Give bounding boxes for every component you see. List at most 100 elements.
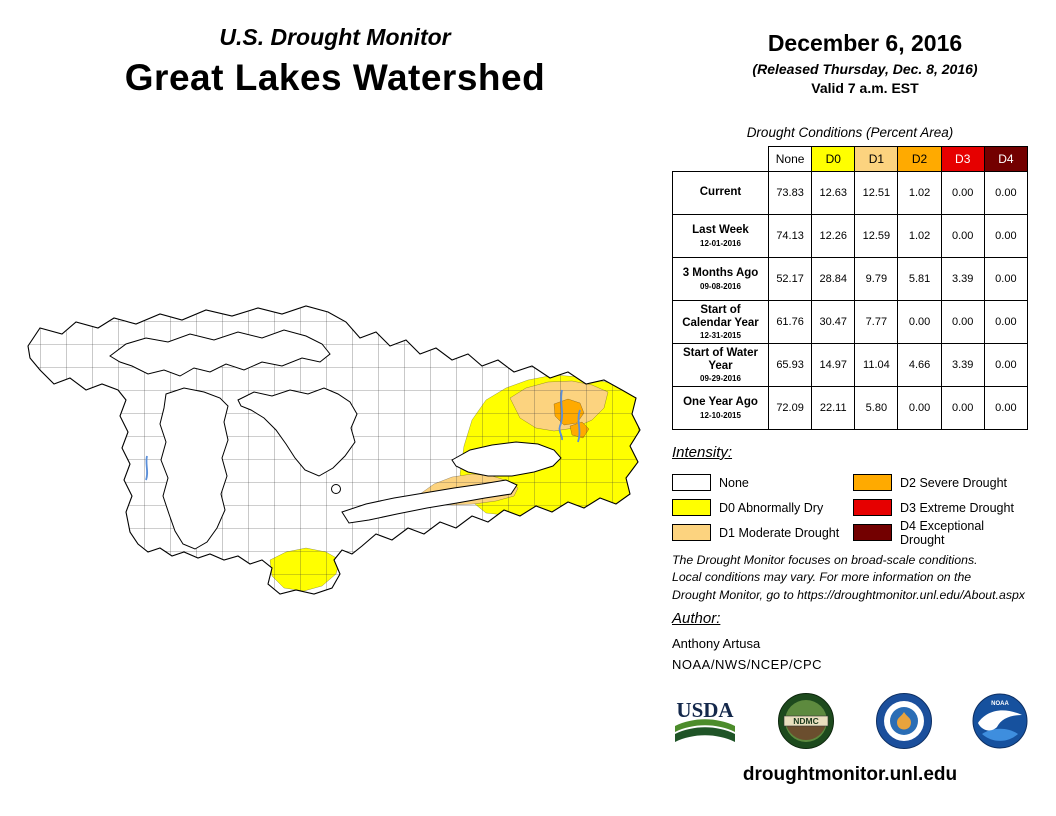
ndmc-earth-icon (786, 724, 827, 740)
cell-value: 1.02 (897, 171, 942, 215)
usda-swoosh-icon (675, 719, 735, 732)
row-label-start-calendar-year: Start of Calendar Year 12-31-2015 (672, 300, 769, 344)
cell-value: 5.81 (897, 257, 942, 301)
watershed-boundary (27, 305, 641, 595)
column-header-d3: D3 (940, 146, 985, 172)
usda-logo: USDA (675, 698, 735, 742)
intensity-legend: Intensity: None D0 Abnormally Dry D1 Mod… (672, 444, 1032, 547)
lake-michigan (159, 387, 229, 550)
cell-value: 73.83 (767, 171, 813, 215)
cell-value: 72.09 (767, 386, 813, 430)
cell-value: 28.84 (811, 257, 856, 301)
map-container (14, 298, 654, 613)
cell-value: 4.66 (897, 343, 942, 387)
lake-huron (237, 387, 358, 477)
legend-swatch-none (672, 474, 711, 491)
cell-value: 30.47 (811, 300, 856, 344)
legend-swatch-d2 (853, 474, 892, 491)
cell-value: 12.26 (811, 214, 856, 258)
report-date: December 6, 2016 (767, 30, 963, 56)
drought-conditions-table: None D0 D1 D2 D3 D4 Current 73.83 12.63 … (672, 146, 1029, 430)
svg-text:NOAA: NOAA (991, 701, 1009, 707)
table-row: Start of Water Year 09-29-2016 65.93 14.… (672, 343, 1029, 387)
legend-item-d4: D4 Exceptional Drought (853, 519, 1029, 547)
row-label-one-year-ago: One Year Ago 12-10-2015 (672, 386, 769, 430)
disclaimer-line: The Drought Monitor focuses on broad-sca… (672, 553, 978, 567)
lake-st-clair (331, 484, 341, 494)
table-row: 3 Months Ago 09-08-2016 52.17 28.84 9.79… (672, 257, 1029, 301)
cell-value: 0.00 (983, 171, 1029, 215)
cell-value: 0.00 (940, 386, 985, 430)
table-row: One Year Ago 12-10-2015 72.09 22.11 5.80… (672, 386, 1029, 430)
cell-value: 1.02 (897, 214, 942, 258)
noaa-gull-icon (977, 710, 1022, 731)
cell-value: 0.00 (983, 386, 1029, 430)
cell-value: 11.04 (854, 343, 899, 387)
date-block: December 6, 2016 (Released Thursday, Dec… (695, 30, 1035, 96)
author-organization: NOAA/NWS/NCEP/CPC (672, 657, 823, 672)
table-header-row: None D0 D1 D2 D3 D4 (672, 146, 1029, 172)
cell-value: 0.00 (983, 257, 1029, 301)
cell-value: 0.00 (897, 386, 942, 430)
table-row: Start of Calendar Year 12-31-2015 61.76 … (672, 300, 1029, 344)
cell-value: 12.59 (854, 214, 899, 258)
lake-superior (109, 329, 331, 377)
disclaimer-line: Drought Monitor, go to https://droughtmo… (672, 587, 1025, 602)
lake-erie (341, 479, 518, 524)
row-label-last-week: Last Week 12-01-2016 (672, 214, 769, 258)
cell-value: 3.39 (940, 257, 985, 301)
legend-item-d3: D3 Extreme Drought (853, 495, 1029, 520)
great-lakes-watershed-map (27, 305, 641, 595)
legend-title: Intensity: (672, 444, 733, 461)
legend-item-d2: D2 Severe Drought (853, 470, 1029, 495)
column-header-none: None (767, 146, 813, 172)
legend-swatch-d1 (672, 524, 711, 541)
column-header-d4: D4 (983, 146, 1029, 172)
svg-text:NDMC: NDMC (794, 716, 820, 726)
cell-value: 0.00 (983, 300, 1029, 344)
svg-text:USDA: USDA (676, 698, 734, 722)
legend-grid: None D0 Abnormally Dry D1 Moderate Droug… (672, 470, 1032, 547)
cell-value: 0.00 (983, 343, 1029, 387)
cell-value: 52.17 (767, 257, 813, 301)
title-block: U.S. Drought Monitor Great Lakes Watersh… (40, 24, 630, 99)
legend-swatch-d3 (853, 499, 892, 516)
column-header-d0: D0 (811, 146, 856, 172)
cell-value: 7.77 (854, 300, 899, 344)
cell-value: 0.00 (940, 171, 985, 215)
commerce-seal-logo (875, 693, 932, 749)
cell-value: 14.97 (811, 343, 856, 387)
ndmc-logo: NDMC (778, 693, 835, 749)
agency-logos: USDA NDMC NOAA (672, 692, 1028, 750)
page-title: Great Lakes Watershed (124, 57, 546, 98)
river-lines (145, 389, 581, 481)
table-corner-cell (672, 146, 769, 172)
cell-value: 74.13 (767, 214, 813, 258)
cell-value: 61.76 (767, 300, 813, 344)
usda-swoosh-icon (675, 727, 735, 742)
report-kicker: U.S. Drought Monitor (219, 24, 451, 50)
site-url: droughtmonitor.unl.edu (742, 764, 958, 785)
disclaimer-text: The Drought Monitor focuses on broad-sca… (672, 552, 1025, 604)
cell-value: 9.79 (854, 257, 899, 301)
row-label-3-months-ago: 3 Months Ago 09-08-2016 (672, 257, 769, 301)
author-block: Author: Anthony Artusa NOAA/NWS/NCEP/CPC (672, 610, 822, 672)
author-name: Anthony Artusa (672, 636, 761, 651)
cell-value: 12.63 (811, 171, 856, 215)
cell-value: 0.00 (940, 300, 985, 344)
cell-value: 65.93 (767, 343, 813, 387)
legend-item-d1: D1 Moderate Drought (672, 520, 853, 545)
cell-value: 0.00 (940, 214, 985, 258)
noaa-logo: NOAA (972, 693, 1028, 749)
row-label-current: Current (672, 171, 769, 215)
table-row: Current 73.83 12.63 12.51 1.02 0.00 0.00 (672, 171, 1029, 215)
cell-value: 5.80 (854, 386, 899, 430)
author-heading: Author: (672, 610, 721, 627)
legend-swatch-d0 (672, 499, 711, 516)
commerce-eagle-icon (896, 712, 911, 730)
cell-value: 22.11 (811, 386, 856, 430)
legend-item-d0: D0 Abnormally Dry (672, 495, 853, 520)
column-header-d1: D1 (854, 146, 899, 172)
released-date: (Released Thursday, Dec. 8, 2016) (752, 61, 978, 77)
